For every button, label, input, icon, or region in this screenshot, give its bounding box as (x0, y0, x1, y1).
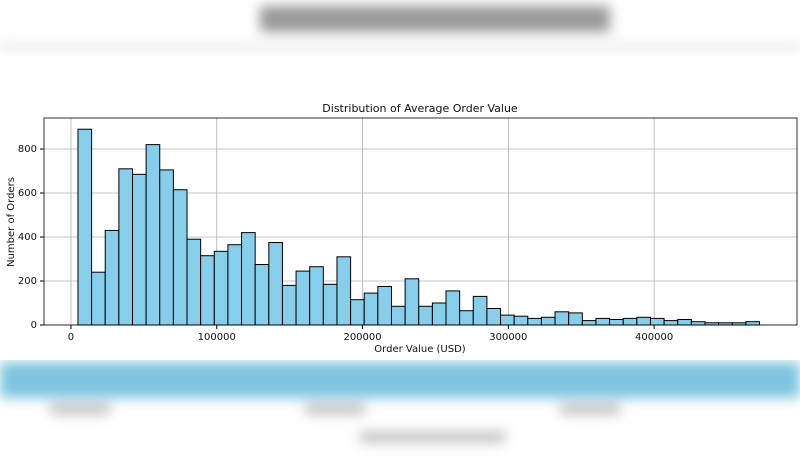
blurred-background (0, 6, 800, 442)
bar (118, 168, 133, 326)
bar (622, 317, 638, 326)
y-tick-label: 0 (31, 320, 37, 331)
bar (227, 244, 243, 326)
bar (431, 302, 447, 326)
bar (77, 128, 93, 326)
bar (745, 321, 761, 326)
x-tick-label: 300000 (489, 332, 527, 343)
bar (472, 295, 488, 326)
bar (500, 314, 515, 326)
blurred-bars (0, 362, 800, 398)
bar (295, 270, 311, 326)
blurred-tick (305, 404, 365, 414)
bar (131, 173, 147, 326)
bar (595, 317, 611, 326)
x-tick-label: 200000 (343, 332, 381, 343)
bar (309, 266, 324, 326)
plot-frame (43, 117, 798, 326)
y-tick-label: 400 (18, 232, 37, 243)
y-tick-label: 200 (18, 276, 37, 287)
bar (513, 315, 529, 326)
bar (418, 305, 433, 326)
bar (322, 283, 338, 326)
bar (172, 189, 188, 326)
bar (377, 286, 392, 326)
bar (663, 320, 679, 326)
bar (363, 292, 379, 326)
bar (486, 308, 502, 326)
bar (568, 312, 583, 326)
blurred-label (360, 432, 505, 442)
x-tick-label: 100000 (198, 332, 236, 343)
bar (281, 284, 297, 326)
bar (145, 144, 161, 326)
bar (200, 255, 215, 326)
bar (241, 232, 256, 326)
chart-title: Distribution of Average Order Value (322, 102, 518, 115)
bar (636, 316, 651, 326)
blurred-line (0, 44, 800, 48)
x-tick-label: 0 (68, 332, 74, 343)
bar (186, 238, 202, 326)
bar (609, 319, 624, 326)
bar (350, 299, 365, 326)
bar (159, 169, 174, 326)
bar (91, 271, 106, 326)
bar (104, 229, 120, 326)
blurred-tick (560, 404, 620, 414)
bar (268, 242, 283, 326)
bar (527, 317, 542, 326)
bar (390, 305, 406, 326)
y-tick-label: 600 (18, 188, 37, 199)
bar (581, 320, 597, 326)
bar (336, 256, 352, 326)
bar (404, 278, 420, 326)
y-axis-label: Number of Orders (6, 177, 17, 267)
bar (254, 264, 270, 326)
y-tick-label: 800 (18, 144, 37, 155)
bar (213, 250, 229, 326)
bar (554, 311, 570, 326)
x-axis-label: Order Value (USD) (374, 344, 466, 355)
bar (459, 310, 474, 326)
bar (649, 317, 665, 326)
bar (677, 319, 692, 326)
x-tick-label: 400000 (635, 332, 673, 343)
blurred-title (260, 6, 610, 32)
bar (690, 321, 706, 326)
blurred-tick (50, 404, 110, 414)
bar (540, 316, 556, 326)
bar (445, 290, 461, 326)
